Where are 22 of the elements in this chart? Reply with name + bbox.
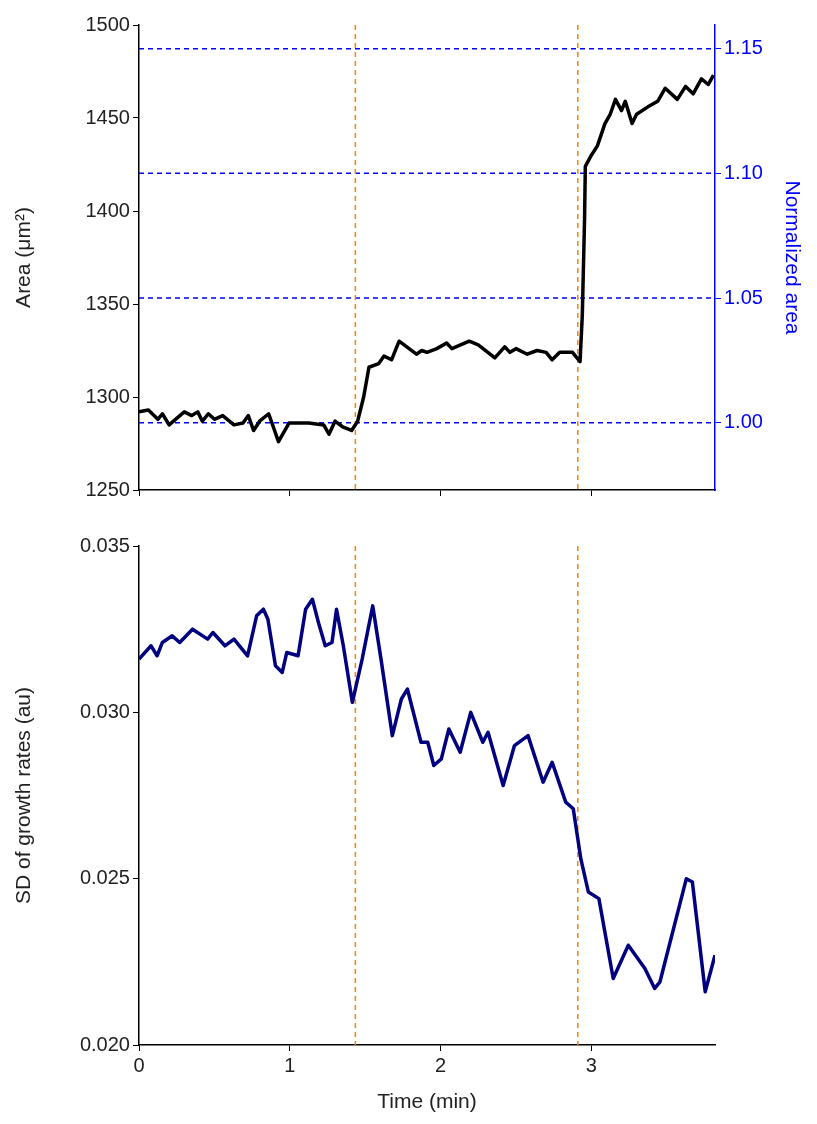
y-axis-title: SD of growth rates (au) <box>11 686 35 905</box>
x-tick-label: 0 <box>133 1053 145 1076</box>
y-tick-label: 1300 <box>85 384 130 407</box>
y-tick-label: 1450 <box>85 105 130 128</box>
y2-tick-label: 1.05 <box>724 285 763 308</box>
y-tick-label: 1350 <box>85 291 130 314</box>
x-tick-label: 2 <box>435 1053 447 1076</box>
y-tick-label: 0.035 <box>79 533 130 556</box>
y-tick-label: 1250 <box>85 477 130 500</box>
y2-tick-label: 1.00 <box>724 410 763 433</box>
y-tick-label: 0.025 <box>79 866 130 889</box>
y2-tick-label: 1.15 <box>724 36 763 59</box>
y-tick-label: 1400 <box>85 198 130 221</box>
y-tick-label: 0.030 <box>79 699 130 722</box>
x-axis-title: Time (min) <box>377 1089 477 1113</box>
y-tick-label: 0.020 <box>79 1032 130 1055</box>
y-tick-label: 1500 <box>85 12 130 35</box>
x-tick-label: 1 <box>284 1053 296 1076</box>
y2-axis-title: Normalized area <box>781 180 805 335</box>
y-axis-title: Area (μm²) <box>11 207 35 308</box>
y2-tick-label: 1.10 <box>724 160 763 183</box>
x-tick-label: 3 <box>585 1053 597 1076</box>
